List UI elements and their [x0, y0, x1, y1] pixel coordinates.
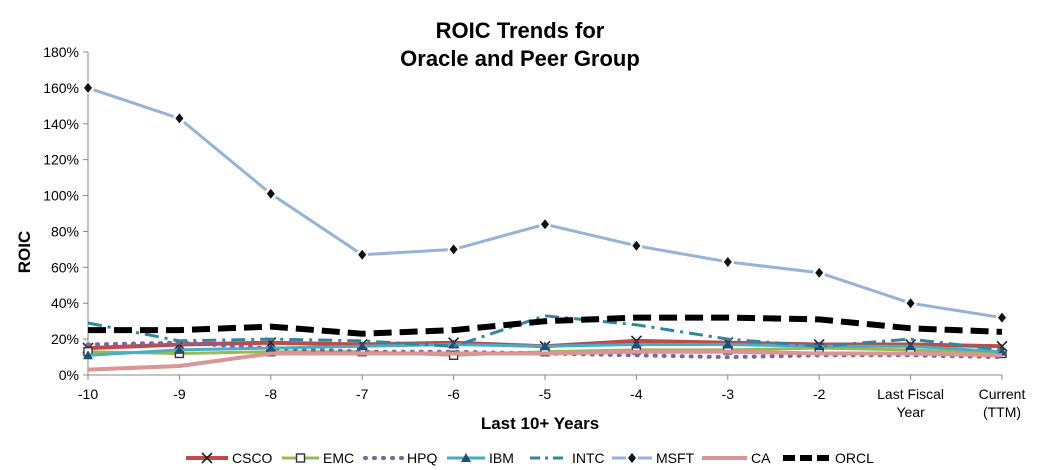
chart-title-line-2: Oracle and Peer Group	[400, 46, 640, 71]
legend-item-ibm: IBM	[447, 450, 514, 466]
x-tick-label: -9	[173, 386, 186, 402]
legend-label-orcl: ORCL	[835, 450, 874, 466]
y-tick-label: 180%	[43, 44, 79, 60]
data-point-ibm	[540, 341, 550, 351]
legend-item-ca: CA	[702, 450, 771, 466]
axes: 0% 20% 40% 60% 80% 100% 120% 140% 160% 180% -10 -9 -…	[43, 44, 1025, 420]
legend-label-emc: EMC	[323, 450, 354, 466]
y-tick-label: 40%	[51, 295, 79, 311]
series-line-msft	[87, 86, 1003, 320]
data-point-msft	[175, 113, 184, 124]
x-tick-label: -8	[265, 386, 278, 402]
x-tick-label: -3	[722, 386, 735, 402]
data-point-msft	[998, 312, 1006, 323]
data-point-ibm	[357, 341, 368, 351]
data-point-msft	[815, 267, 824, 278]
y-tick-label: 100%	[43, 188, 79, 204]
y-tick-label: 20%	[51, 331, 79, 347]
data-point-ibm	[814, 341, 825, 351]
y-axis-title: ROIC	[15, 231, 34, 274]
series-orcl	[88, 314, 1003, 337]
y-tick-label: 80%	[51, 223, 79, 239]
legend-label-hpq: HPQ	[407, 450, 437, 466]
data-point-msft	[449, 244, 458, 255]
series-line-orcl	[88, 314, 1003, 337]
series-line-ca	[87, 349, 1003, 372]
chart-title-line-1: ROIC Trends for	[436, 18, 605, 43]
data-point-msft	[84, 82, 92, 93]
legend-label-msft: MSFT	[656, 450, 695, 466]
legend-item-emc: EMC	[282, 450, 354, 466]
data-point-msft	[906, 298, 915, 309]
data-point-msft	[266, 188, 275, 199]
legend-label-ca: CA	[751, 450, 771, 466]
y-tick-label: 160%	[43, 80, 79, 96]
data-point-ibm	[631, 339, 642, 349]
legend-marker-msft	[628, 453, 636, 463]
y-tick-label: 60%	[51, 259, 79, 275]
series-intc	[87, 314, 1003, 352]
legend-item-hpq: HPQ	[363, 450, 437, 466]
series-msft	[82, 81, 1008, 324]
x-tick-label: -4	[630, 386, 643, 402]
legend-item-intc: INTC	[530, 450, 605, 466]
data-point-ibm	[83, 350, 93, 360]
x-tick-label: -6	[447, 386, 460, 402]
series-line-intc	[87, 314, 1003, 352]
data-point-ibm	[722, 339, 733, 349]
legend-label-csco: CSCO	[232, 450, 273, 466]
legend-marker-ibm	[461, 453, 471, 462]
y-tick-label: 140%	[43, 116, 79, 132]
data-point-msft	[632, 240, 641, 251]
x-tick-label: Last Fiscal Year	[877, 386, 944, 420]
data-point-msft	[541, 219, 549, 230]
legend-item-csco: CSCO	[186, 450, 273, 466]
legend: CSCO EMC HPQ IBM INTC MSFT CA ORCL	[186, 450, 874, 466]
data-point-msft	[358, 249, 367, 260]
legend-item-orcl: ORCL	[783, 450, 874, 466]
data-point-ibm	[905, 341, 916, 351]
x-tick-label: -10	[78, 386, 98, 402]
legend-marker-emc	[295, 453, 306, 463]
x-tick-label: -5	[539, 386, 552, 402]
legend-marker-csco	[201, 452, 213, 464]
data-point-ibm	[174, 344, 185, 354]
data-point-ibm	[265, 343, 276, 353]
series-ibm	[83, 339, 1007, 360]
series-ca	[87, 349, 1003, 372]
x-tick-label: Current (TTM)	[979, 386, 1026, 420]
legend-label-intc: INTC	[572, 450, 605, 466]
legend-label-ibm: IBM	[489, 450, 514, 466]
y-tick-label: 120%	[43, 152, 79, 168]
series-layer	[82, 81, 1008, 372]
legend-item-msft: MSFT	[612, 450, 695, 466]
data-point-msft	[723, 256, 732, 267]
x-axis-title: Last 10+ Years	[481, 414, 599, 433]
x-tick-label: -7	[356, 386, 369, 402]
y-tick-label: 0%	[59, 367, 79, 383]
x-tick-label: -2	[813, 386, 826, 402]
